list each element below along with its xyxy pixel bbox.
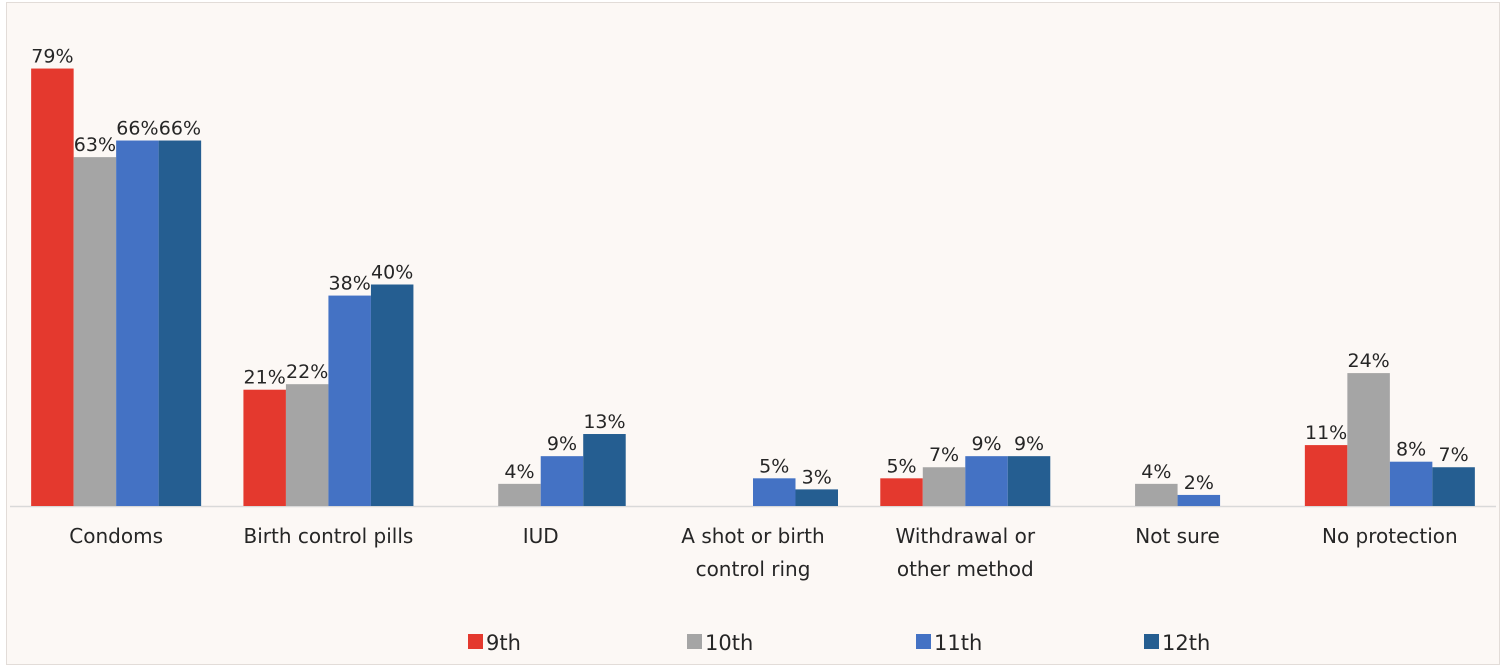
- data-label-10th-5: 4%: [1141, 461, 1171, 483]
- bar-9th-4: [880, 478, 923, 506]
- data-label-11th-3: 5%: [759, 455, 789, 477]
- data-label-12th-4: 9%: [1014, 433, 1044, 455]
- legend-swatch-9th: [468, 634, 483, 649]
- data-label-12th-6: 7%: [1439, 444, 1469, 466]
- data-label-11th-4: 9%: [971, 433, 1001, 455]
- category-label-3: control ring: [696, 557, 811, 581]
- data-label-9th-4: 5%: [886, 455, 916, 477]
- data-label-11th-6: 8%: [1396, 439, 1426, 461]
- bar-11th-1: [328, 295, 371, 506]
- category-label-4: Withdrawal or: [895, 524, 1035, 548]
- bar-12th-3: [795, 489, 838, 506]
- bar-10th-0: [73, 157, 117, 506]
- data-label-10th-0: 63%: [74, 134, 116, 156]
- bar-9th-6: [1304, 445, 1348, 506]
- category-label-6: No protection: [1322, 524, 1458, 548]
- bar-12th-6: [1432, 467, 1475, 506]
- bar-11th-0: [116, 140, 159, 506]
- chart-frame: [6, 2, 1500, 665]
- data-label-9th-1: 21%: [244, 367, 286, 389]
- data-label-11th-2: 9%: [547, 433, 577, 455]
- bar-11th-2: [540, 456, 584, 506]
- legend-label-10th: 10th: [705, 631, 753, 655]
- data-label-10th-6: 24%: [1347, 350, 1389, 372]
- legend-swatch-11th: [916, 634, 931, 649]
- legend-label-12th: 12th: [1162, 631, 1210, 655]
- bar-10th-6: [1347, 373, 1390, 506]
- bar-10th-4: [922, 467, 966, 506]
- data-label-12th-1: 40%: [371, 262, 413, 284]
- legend-swatch-10th: [687, 634, 702, 649]
- legend-label-9th: 9th: [486, 631, 521, 655]
- data-label-9th-0: 79%: [31, 46, 73, 68]
- data-label-10th-1: 22%: [286, 361, 328, 383]
- bar-10th-2: [498, 483, 541, 506]
- category-label-1: Birth control pills: [244, 524, 414, 548]
- category-label-4: other method: [897, 557, 1034, 581]
- bar-9th-1: [243, 389, 286, 506]
- data-label-11th-0: 66%: [116, 118, 158, 140]
- legend-swatch-12th: [1144, 634, 1159, 649]
- bar-10th-1: [285, 384, 329, 506]
- data-label-10th-4: 7%: [929, 444, 959, 466]
- bar-12th-2: [583, 434, 626, 506]
- data-label-9th-6: 11%: [1305, 422, 1347, 444]
- category-label-3: A shot or birth: [681, 524, 824, 548]
- data-label-12th-3: 3%: [802, 466, 832, 488]
- data-label-12th-0: 66%: [159, 118, 201, 140]
- category-label-0: Condoms: [69, 524, 163, 548]
- data-label-10th-2: 4%: [504, 461, 534, 483]
- bar-12th-1: [370, 284, 414, 506]
- bar-12th-0: [158, 140, 202, 506]
- category-label-2: IUD: [523, 524, 559, 548]
- bar-11th-3: [753, 478, 796, 506]
- bar-11th-5: [1177, 494, 1221, 506]
- bar-9th-0: [31, 68, 74, 506]
- data-label-11th-5: 2%: [1184, 472, 1214, 494]
- bar-10th-5: [1135, 483, 1178, 506]
- data-label-11th-1: 38%: [329, 273, 371, 295]
- data-label-12th-2: 13%: [583, 411, 625, 433]
- bar-11th-4: [965, 456, 1008, 506]
- legend-label-11th: 11th: [934, 631, 982, 655]
- bar-11th-6: [1389, 461, 1433, 506]
- category-label-5: Not sure: [1135, 524, 1220, 548]
- bar-12th-4: [1007, 456, 1051, 506]
